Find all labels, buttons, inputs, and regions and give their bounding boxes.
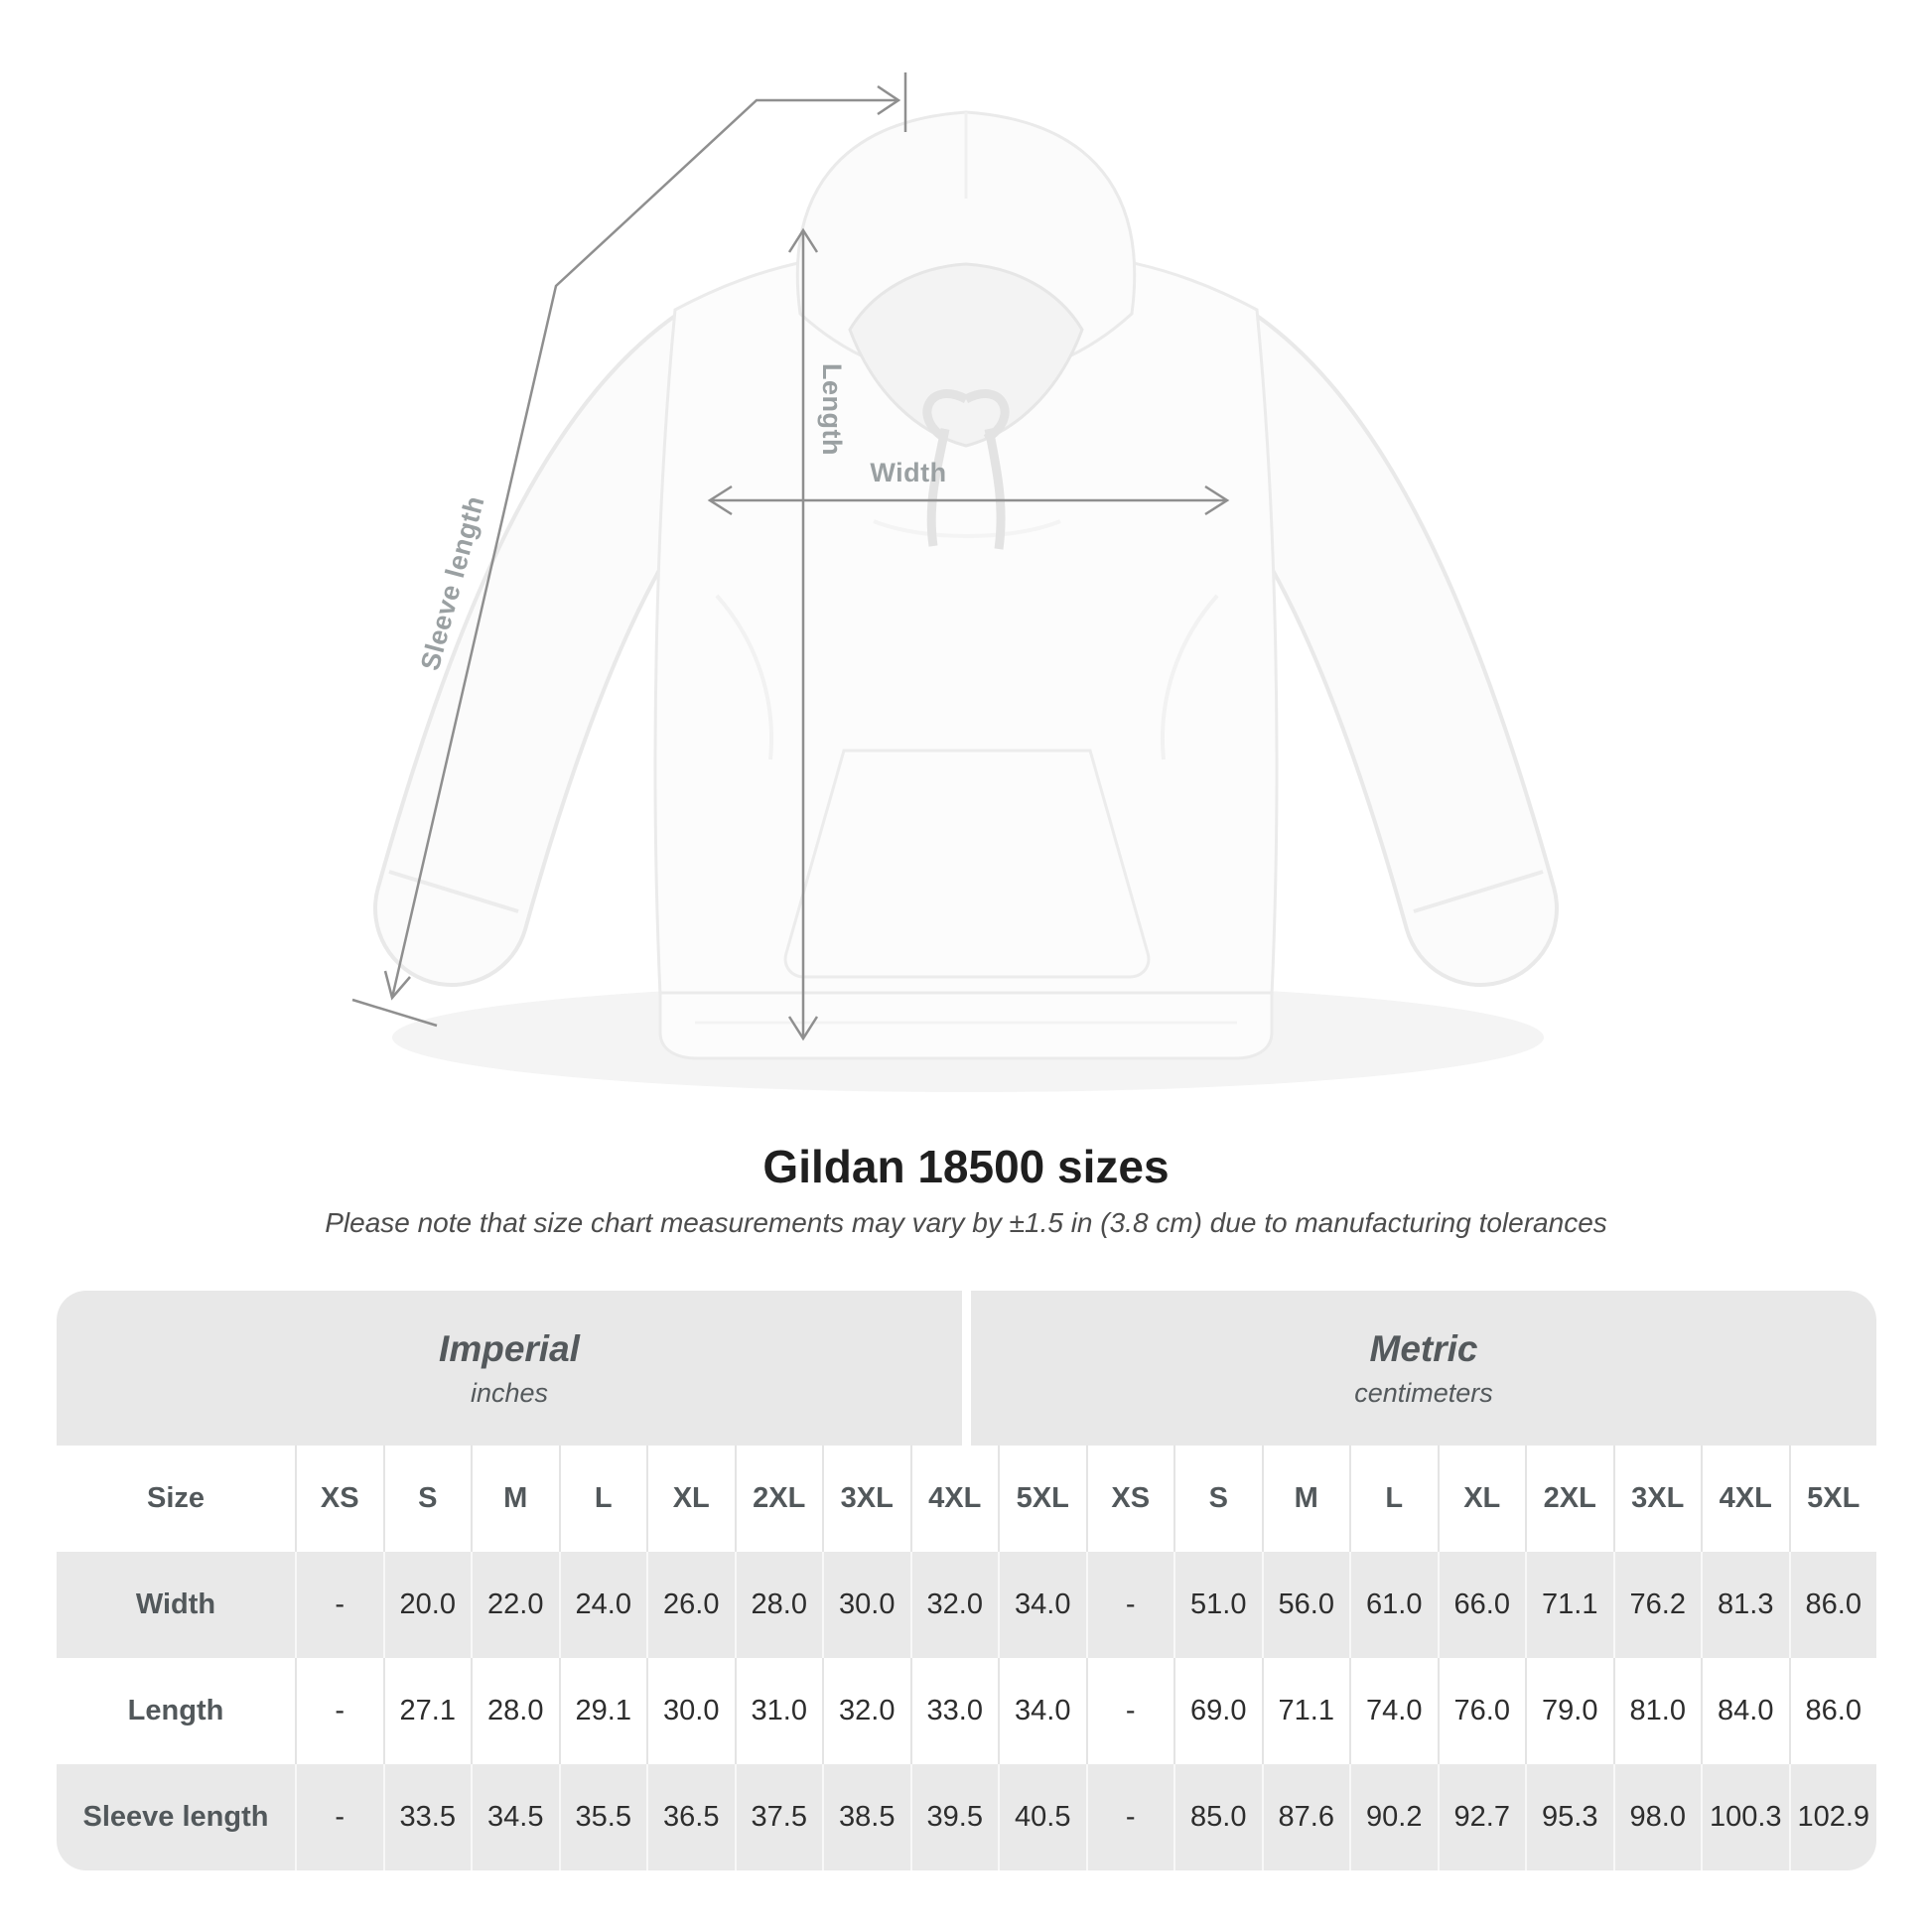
width-row: Width -20.0 22.0 24.0 26.0 28.0 30.0 32.0 34.0-… [57, 1552, 1876, 1658]
value-cell: 98.0 [1612, 1764, 1702, 1870]
size-table: Imperial inches Metric centimeters Size … [57, 1291, 1876, 1870]
units-header-row: Imperial inches Metric centimeters [57, 1291, 1876, 1446]
value-cell: 76.0 [1437, 1658, 1526, 1764]
value-cell: 30.0 [822, 1552, 910, 1658]
value-cell: - [295, 1552, 383, 1658]
size-header-row: Size XS S M L XL 2XL 3XL 4XL 5XL XS S M L XL 2XL 3XL 4XL… [57, 1446, 1876, 1552]
width-measure-line [707, 484, 1230, 516]
sleeve-length-row: Sleeve length -33.5 34.5 35.5 36.5 37.5 38.5 3… [57, 1764, 1876, 1870]
value-cell: 33.5 [382, 1764, 472, 1870]
length-measure-line [787, 227, 819, 1041]
value-cell: 69.0 [1173, 1658, 1262, 1764]
value-cell: 29.1 [558, 1658, 647, 1764]
value-cell: 32.0 [822, 1658, 910, 1764]
imperial-section-header: Imperial inches [57, 1291, 962, 1446]
size-col-header: 4XL [1701, 1446, 1789, 1552]
size-col-header: 4XL [909, 1446, 999, 1552]
value-cell: 95.3 [1525, 1764, 1613, 1870]
measurement-lines [351, 72, 1230, 1041]
value-cell: 26.0 [646, 1552, 735, 1658]
size-col-header: 3XL [822, 1446, 910, 1552]
value-cell: 61.0 [1349, 1552, 1438, 1658]
value-cell: 39.5 [909, 1764, 999, 1870]
metric-title: Metric [1369, 1327, 1478, 1369]
metric-units: centimeters [1354, 1377, 1493, 1408]
value-cell: - [1085, 1764, 1174, 1870]
value-cell: 79.0 [1525, 1658, 1613, 1764]
hoodie-measurement-diagram: Sleeve length Length Width [351, 72, 1559, 1092]
size-col-header: 5XL [998, 1446, 1086, 1552]
value-cell: 40.5 [998, 1764, 1086, 1870]
size-col-header: 2XL [734, 1446, 823, 1552]
length-row: Length -27.1 28.0 29.1 30.0 31.0 32.0 33.0 34.0… [57, 1658, 1876, 1764]
size-col-header: 5XL [1788, 1446, 1877, 1552]
value-cell: - [295, 1764, 383, 1870]
imperial-title: Imperial [439, 1327, 580, 1369]
value-cell: 36.5 [646, 1764, 735, 1870]
size-col-header: S [1173, 1446, 1262, 1552]
value-cell: 37.5 [734, 1764, 823, 1870]
row-label-length: Length [127, 1695, 224, 1726]
size-header: Size [146, 1482, 206, 1514]
value-cell: 22.0 [471, 1552, 559, 1658]
hoodie-shape [373, 110, 1559, 1060]
value-cell: 28.0 [471, 1658, 559, 1764]
size-col-header: 2XL [1525, 1446, 1613, 1552]
value-cell: 100.3 [1701, 1764, 1789, 1870]
value-cell: 33.0 [909, 1658, 999, 1764]
value-cell: 51.0 [1173, 1552, 1262, 1658]
value-cell: 32.0 [909, 1552, 999, 1658]
value-cell: 85.0 [1173, 1764, 1262, 1870]
row-label-sleeve-length: Sleeve length [82, 1801, 269, 1833]
sleeve-length-measure-line [351, 72, 907, 1028]
size-col-header: XL [1437, 1446, 1526, 1552]
hoodie-illustration [351, 72, 1559, 1092]
page-title: Gildan 18500 sizes [762, 1141, 1170, 1192]
value-cell: 24.0 [558, 1552, 647, 1658]
value-cell: 34.5 [471, 1764, 559, 1870]
value-cell: 71.1 [1525, 1552, 1613, 1658]
size-col-header: XS [1085, 1446, 1174, 1552]
value-cell: 27.1 [382, 1658, 472, 1764]
value-cell: 35.5 [558, 1764, 647, 1870]
value-cell: 66.0 [1437, 1552, 1526, 1658]
width-label: Width [870, 458, 947, 487]
value-cell: - [1085, 1658, 1174, 1764]
tolerance-note: Please note that size chart measurements… [325, 1207, 1607, 1238]
value-cell: 34.0 [998, 1658, 1086, 1764]
value-cell: 87.6 [1261, 1764, 1350, 1870]
value-cell: 34.0 [998, 1552, 1086, 1658]
size-col-header: S [382, 1446, 472, 1552]
value-cell: 56.0 [1261, 1552, 1350, 1658]
value-cell: 71.1 [1261, 1658, 1350, 1764]
size-col-header: L [558, 1446, 647, 1552]
size-col-header: XL [646, 1446, 735, 1552]
value-cell: 28.0 [734, 1552, 823, 1658]
row-label-width: Width [135, 1588, 216, 1620]
value-cell: 74.0 [1349, 1658, 1438, 1764]
value-cell: - [295, 1658, 383, 1764]
value-cell: 92.7 [1437, 1764, 1526, 1870]
value-cell: 30.0 [646, 1658, 735, 1764]
size-col-header: XS [295, 1446, 383, 1552]
length-label: Length [817, 363, 847, 456]
size-col-header: L [1349, 1446, 1438, 1552]
value-cell: 90.2 [1349, 1764, 1438, 1870]
size-col-header: M [471, 1446, 559, 1552]
value-cell: 38.5 [822, 1764, 910, 1870]
size-col-header: 3XL [1612, 1446, 1702, 1552]
value-cell: 31.0 [734, 1658, 823, 1764]
value-cell: - [1085, 1552, 1174, 1658]
value-cell: 102.9 [1788, 1764, 1877, 1870]
imperial-units: inches [470, 1377, 549, 1408]
metric-section-header: Metric centimeters [971, 1291, 1876, 1446]
value-cell: 76.2 [1612, 1552, 1702, 1658]
value-cell: 81.0 [1612, 1658, 1702, 1764]
value-cell: 20.0 [382, 1552, 472, 1658]
value-cell: 81.3 [1701, 1552, 1789, 1658]
value-cell: 86.0 [1788, 1552, 1877, 1658]
size-col-header: M [1261, 1446, 1350, 1552]
value-cell: 84.0 [1701, 1658, 1789, 1764]
value-cell: 86.0 [1788, 1658, 1877, 1764]
